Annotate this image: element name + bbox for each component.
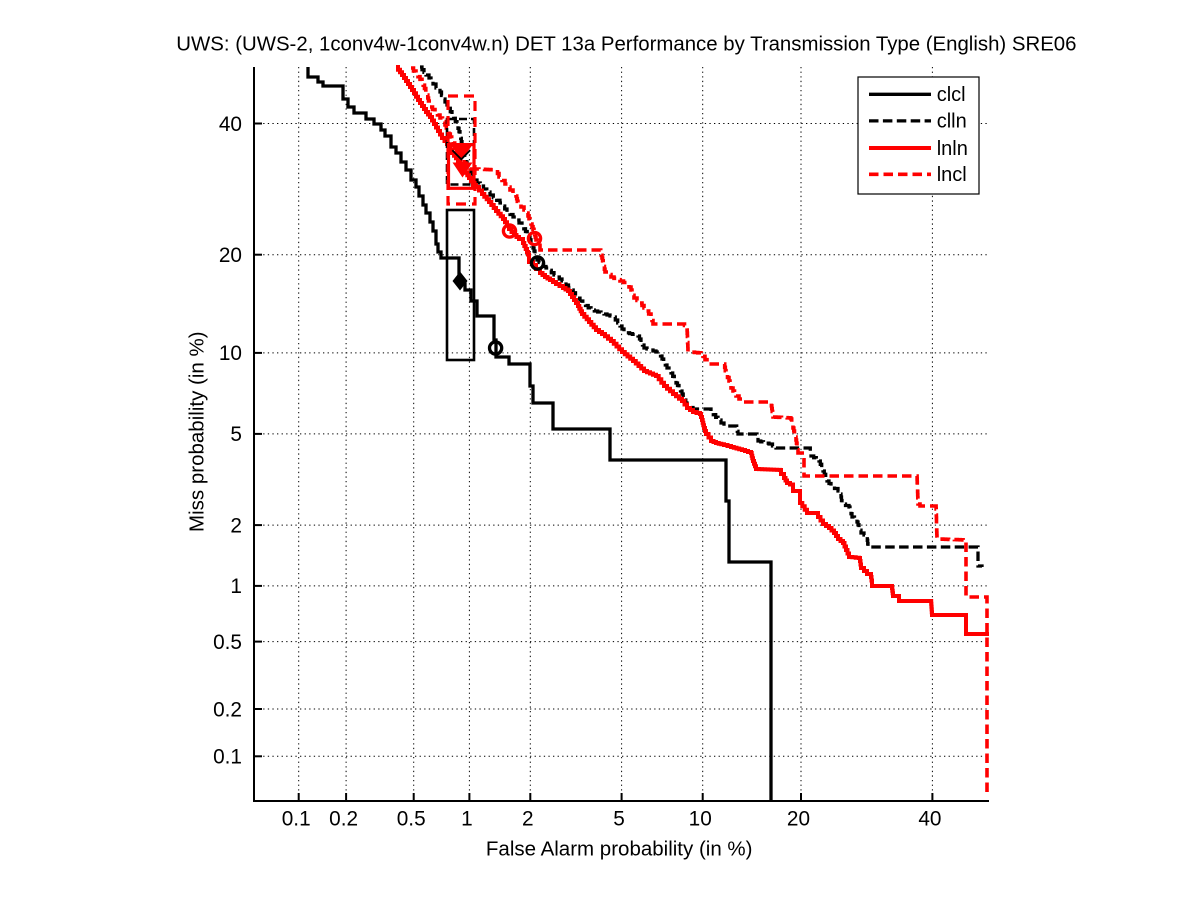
svg-text:5: 5: [613, 808, 625, 831]
svg-text:2: 2: [522, 808, 534, 831]
svg-text:clln: clln: [937, 111, 967, 133]
svg-text:lncl: lncl: [937, 164, 967, 186]
svg-text:0.5: 0.5: [397, 808, 426, 831]
svg-text:10: 10: [689, 808, 712, 831]
svg-text:10: 10: [219, 342, 242, 365]
svg-text:1: 1: [230, 575, 242, 598]
svg-text:False Alarm probability (in %): False Alarm probability (in %): [486, 838, 753, 861]
svg-text:2: 2: [230, 514, 242, 537]
svg-text:lnln: lnln: [937, 138, 968, 160]
svg-text:20: 20: [787, 808, 810, 831]
svg-text:5: 5: [230, 423, 242, 446]
svg-text:40: 40: [219, 113, 242, 136]
svg-text:1: 1: [461, 808, 473, 831]
svg-text:20: 20: [219, 244, 242, 267]
svg-text:Miss probability (in %): Miss probability (in %): [186, 331, 209, 532]
svg-text:0.2: 0.2: [329, 808, 358, 831]
svg-text:0.5: 0.5: [213, 631, 242, 654]
svg-text:clcl: clcl: [937, 84, 966, 106]
svg-text:0.1: 0.1: [213, 746, 242, 769]
svg-text:40: 40: [918, 808, 941, 831]
svg-text:0.2: 0.2: [213, 698, 242, 721]
svg-text:0.1: 0.1: [282, 808, 311, 831]
svg-text:UWS: (UWS-2, 1conv4w-1conv4w.n: UWS: (UWS-2, 1conv4w-1conv4w.n) DET 13a …: [176, 34, 1076, 56]
